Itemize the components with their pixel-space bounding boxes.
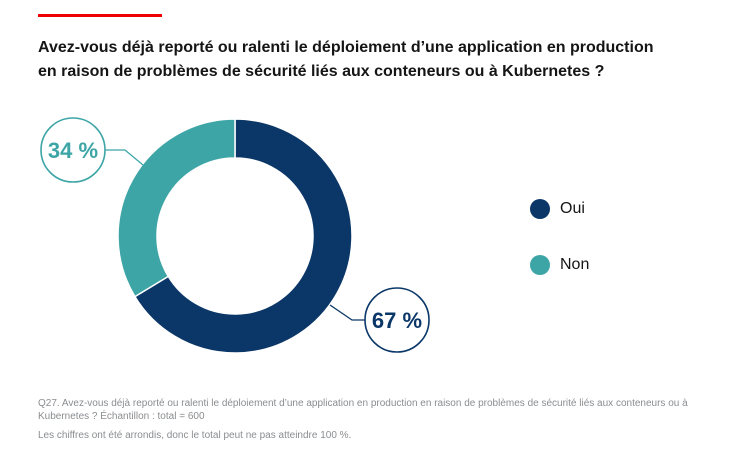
legend-swatch-oui: [530, 199, 550, 219]
legend-label-non: Non: [560, 256, 590, 273]
legend-swatch-non: [530, 255, 550, 275]
footnote: Q27. Avez-vous déjà reporté ou ralenti l…: [38, 397, 708, 448]
data-label-bubble-non: [40, 117, 106, 183]
accent-bar: [38, 14, 162, 17]
data-label-bubble-oui: [364, 287, 430, 353]
slice-non: [117, 118, 236, 298]
legend: Oui Non: [530, 198, 589, 310]
slice-oui: [133, 118, 353, 354]
title-line-1: Avez-vous déjà reporté ou ralenti le dép…: [38, 39, 654, 56]
title-line-2: en raison de problèmes de sécurité liés …: [38, 63, 605, 80]
footnote-rounding: Les chiffres ont été arrondis, donc le t…: [38, 430, 352, 441]
leader-line-oui: [329, 304, 366, 321]
footnote-question: Q27. Avez-vous déjà reporté ou ralenti l…: [38, 398, 688, 422]
chart-title: Avez-vous déjà reporté ou ralenti le dép…: [38, 36, 678, 84]
legend-item-non: Non: [530, 254, 589, 276]
legend-label-oui: Oui: [560, 200, 585, 217]
data-label-oui: 67 %: [372, 308, 422, 333]
data-label-non: 34 %: [48, 138, 98, 163]
legend-item-oui: Oui: [530, 198, 589, 220]
